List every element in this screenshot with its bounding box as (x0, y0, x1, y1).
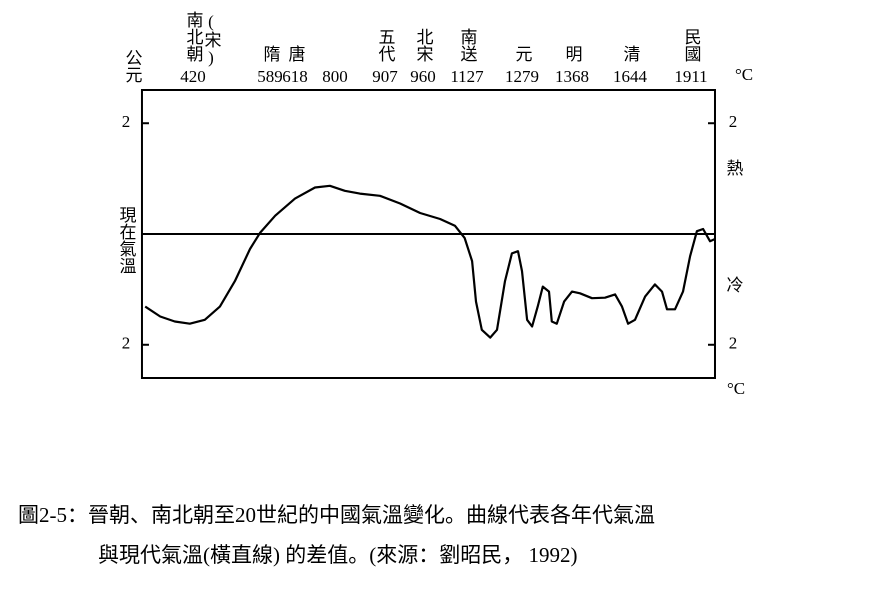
era-label: 南送 (458, 28, 478, 62)
reference-label: 現在氣溫 (117, 206, 137, 274)
era-label: 清 (621, 45, 641, 63)
x-tick-label: 1279 (505, 67, 539, 86)
cold-label: 冷 (727, 276, 744, 295)
x-tick-label: 800 (322, 67, 348, 86)
x-tick-label: 1368 (555, 67, 589, 86)
unit-label: °C (727, 379, 745, 398)
x-tick-label: 1644 (613, 67, 648, 86)
era-label: 元 (513, 45, 533, 62)
caption: 與現代氣溫(橫直線) 的差值。(來源：劉昭民， 1992) (98, 543, 577, 567)
era-label: 南北朝 (184, 11, 204, 63)
x-tick-label: 960 (410, 67, 436, 86)
y-tick-label: 2 (122, 112, 131, 131)
era-label: 五代 (376, 28, 396, 62)
x-tick-label: 1127 (450, 67, 484, 86)
era-label: 北宋 (414, 28, 434, 62)
y2-tick-label: 2 (729, 334, 738, 353)
x-tick-label: 589 (257, 67, 283, 86)
x-tick-label: 420 (180, 67, 206, 86)
x-tick-label: 618 (282, 67, 308, 86)
era-label: 明 (563, 45, 582, 63)
era-label: 隋 (261, 45, 280, 63)
x-tick-label: 1911 (674, 67, 707, 86)
era-label: 民國 (682, 28, 701, 62)
y-tick-label: 2 (122, 334, 131, 353)
era-note: (宋) (202, 12, 222, 67)
temperature-line (144, 184, 716, 339)
unit-label: °C (735, 65, 753, 84)
warm-label: 熱 (727, 159, 744, 178)
x-axis-label: 公元 (123, 49, 143, 83)
x-tick-label: 907 (372, 67, 398, 86)
caption: 圖2-5：晉朝、南北朝至20世紀的中國氣溫變化。曲線代表各年代氣溫 (18, 503, 655, 527)
y2-tick-label: 2 (729, 112, 738, 131)
era-label: 唐 (286, 44, 306, 62)
